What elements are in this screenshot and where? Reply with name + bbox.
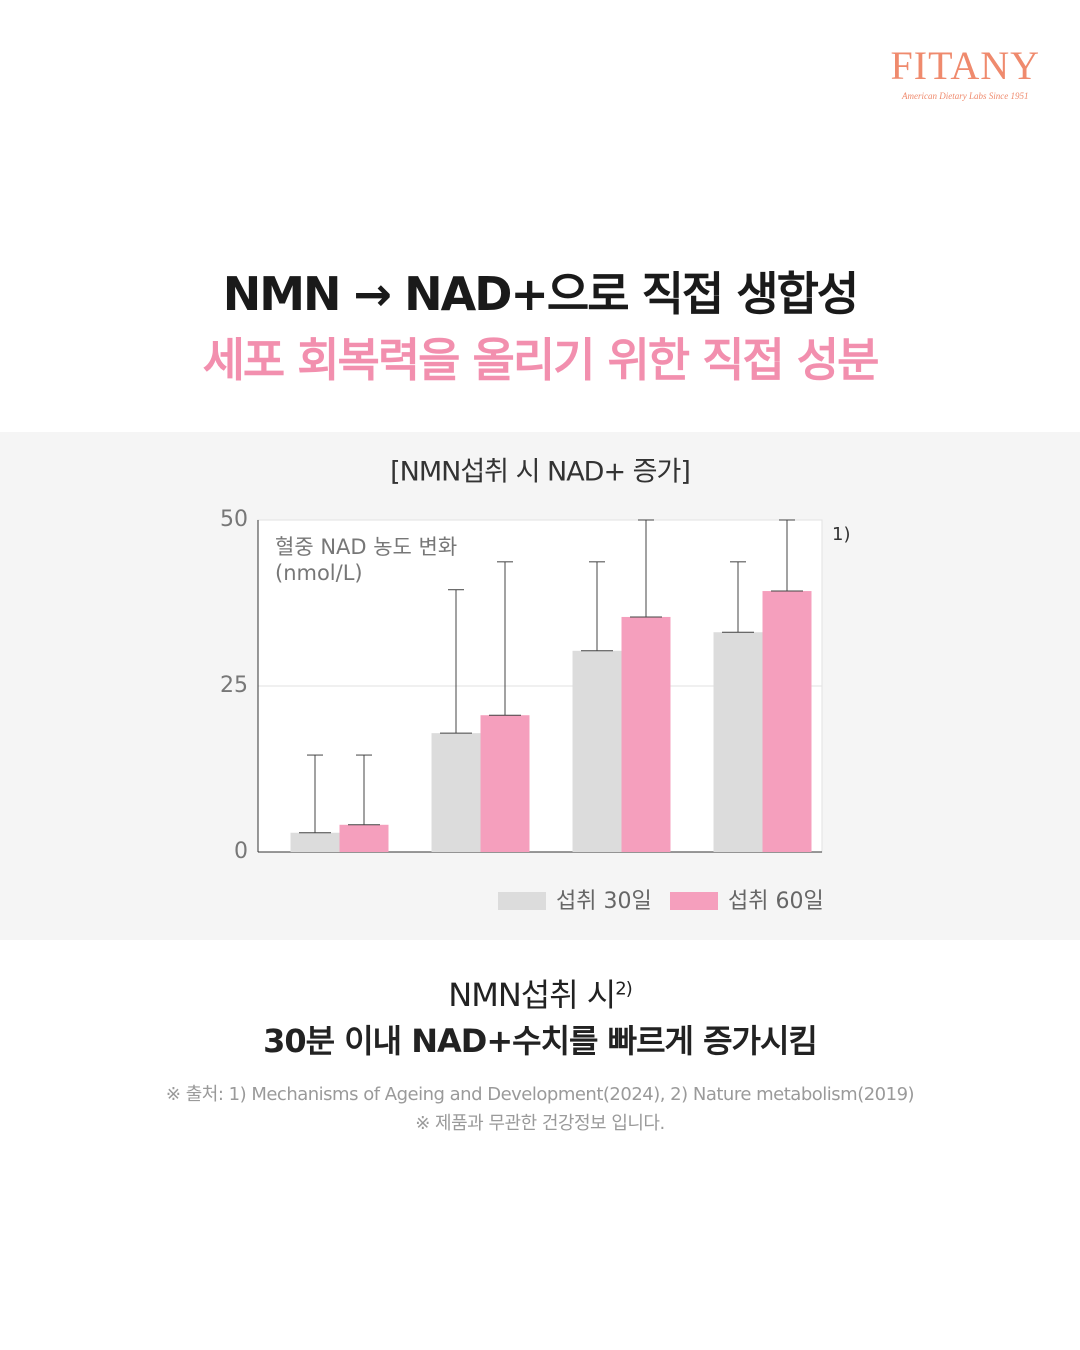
summary-note: 2) (615, 978, 633, 1000)
y-tick-label: 25 (220, 673, 248, 698)
chart-title: [NMN섭취 시 NAD+ 증가] (390, 457, 690, 488)
bar (290, 832, 340, 852)
y-tick-label: 50 (220, 507, 248, 532)
bar (339, 824, 389, 852)
bar (762, 591, 812, 852)
logo: FITANY American Dietary Labs Since 1951 (891, 42, 1040, 101)
summary: NMN섭취 시2) (0, 970, 1080, 1016)
headline-sub: 세포 회복력을 올리기 위한 직접 성분 (202, 333, 880, 387)
legend-label: 섭취 30일 (556, 889, 652, 914)
annotation: 1) (832, 524, 850, 545)
legend-swatch (670, 892, 718, 910)
footnote: ※ 제품과 무관한 건강정보 입니다. (415, 1113, 665, 1134)
y-label: (nmol/L) (275, 561, 363, 585)
y-label: 혈중 NAD 농도 변화 (275, 535, 457, 559)
headline: NMN → NAD+으로 직접 생합성 (222, 267, 859, 321)
summary-text: NMN섭취 시 (448, 976, 616, 1014)
legend-label: 섭취 60일 (728, 889, 824, 914)
bar (431, 733, 481, 852)
bar (480, 715, 530, 852)
logo-name: FITANY (890, 43, 1040, 88)
footnote: ※ 출처: 1) Mechanisms of Ageing and Develo… (165, 1084, 915, 1105)
bar (621, 616, 671, 852)
legend-swatch (498, 892, 546, 910)
logo-tagline: American Dietary Labs Since 1951 (902, 91, 1029, 101)
summary-bold: 30분 이내 NAD+수치를 빠르게 증가시킴 (263, 1022, 818, 1060)
y-tick-label: 0 (234, 839, 248, 864)
bar (572, 650, 622, 852)
bar (713, 632, 763, 852)
